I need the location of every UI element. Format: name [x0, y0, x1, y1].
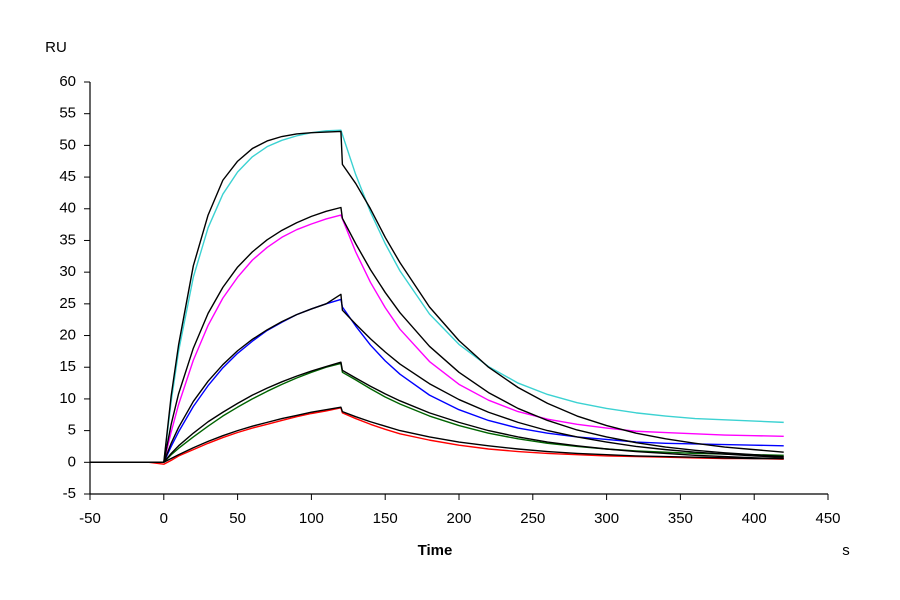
y-tick-label: 0 [68, 453, 76, 470]
y-axis-label: RU [45, 39, 67, 56]
x-tick-label: 250 [520, 510, 545, 527]
y-tick-label: 35 [59, 231, 76, 248]
x-tick-label: 400 [742, 510, 767, 527]
sensorgram-line [90, 361, 784, 464]
y-tick-label: 20 [59, 327, 76, 344]
x-tick-label: 0 [160, 510, 168, 527]
y-tick-label: -5 [63, 485, 76, 502]
y-tick-label: 45 [59, 168, 76, 185]
y-tick-label: 50 [59, 136, 76, 153]
sensorgram-line [90, 130, 784, 464]
x-tick-label: -50 [79, 510, 101, 527]
y-tick-label: 30 [59, 263, 76, 280]
x-tick-label: 100 [299, 510, 324, 527]
y-tick-label: 10 [59, 390, 76, 407]
y-tick-label: 5 [68, 422, 76, 439]
x-axis-label: Time [418, 542, 453, 559]
x-tick-label: 300 [594, 510, 619, 527]
y-tick-label: 60 [59, 73, 76, 90]
y-tick-label: 40 [59, 200, 76, 217]
x-tick-label: 150 [373, 510, 398, 527]
y-tick-label: 25 [59, 295, 76, 312]
x-tick-label: 450 [815, 510, 840, 527]
y-tick-label: 15 [59, 358, 76, 375]
sensorgram-line [90, 206, 784, 464]
sensorgram-line [90, 407, 784, 465]
x-tick-label: 200 [446, 510, 471, 527]
sensorgram-line [90, 406, 784, 464]
y-tick-label: 55 [59, 105, 76, 122]
x-tick-label: 50 [229, 510, 246, 527]
sensorgram-line [90, 129, 784, 464]
x-tick-label: 350 [668, 510, 693, 527]
x-unit: s [842, 542, 850, 559]
sensorgram-line [90, 293, 784, 464]
